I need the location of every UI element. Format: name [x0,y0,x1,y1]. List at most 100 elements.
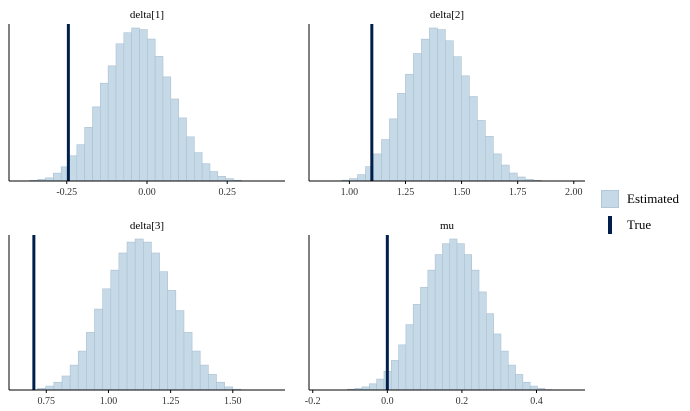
histogram-bar [369,383,377,391]
histogram-bar [515,374,524,391]
histogram-bar [178,117,187,182]
histogram-bar [45,385,55,391]
legend-label-estimated: Estimated [627,191,679,206]
histogram-bar [469,96,478,182]
histogram-bar [522,381,531,391]
histogram-bar [390,360,399,391]
histogram-bar [183,332,193,391]
histogram-bar [445,40,454,182]
x-tick-label: -0.2 [305,396,321,407]
histogram-bar [389,118,398,182]
histogram-bar [397,93,406,182]
panel-title: mu [440,220,455,232]
panel-title: delta[1] [130,9,164,21]
histogram-bar [471,269,480,391]
panel-title: delta[2] [430,9,464,21]
x-tick-label: 1.00 [100,396,118,407]
histogram-bar [429,27,438,182]
histogram-bar [147,38,156,182]
histogram-bar [516,176,526,182]
x-tick-label: 0.2 [456,396,469,407]
histogram-bar [76,144,85,182]
panel-0: delta[1] -0.25 0.00 0.25 [8,9,285,198]
panel-3: mu -0.2 0.0 0.2 0.4 [305,220,585,407]
histogram-bar [486,313,494,391]
histogram-bar [126,241,136,391]
legend-item-estimated: Estimated [601,186,679,212]
histogram-bar [77,350,87,391]
histogram-bar [500,350,509,391]
histogram-bar [493,333,502,391]
x-tick-label: 1.50 [453,187,471,198]
histogram-bar [427,269,436,391]
histogram-bar [159,271,168,391]
histogram-bar [453,56,462,182]
histogram-bar [373,153,382,182]
x-tick-label: 1.50 [224,396,242,407]
histogram-bar [199,364,209,391]
histogram-bar [508,172,518,182]
histogram-bar [142,241,152,391]
histogram-bar [139,29,148,182]
histogram-bar [53,381,63,391]
histogram-bar [201,163,211,182]
x-tick-label: 0.0 [381,396,394,407]
x-tick-label: 0.25 [218,187,236,198]
histogram-bar [102,288,112,391]
histogram-bar [194,152,203,182]
histogram-bar [175,310,185,391]
panel-1: delta[2] 1.00 1.25 1.50 1.75 2.00 [308,9,585,198]
histogram-bar [456,243,465,391]
x-tick-label: 0.75 [38,396,56,407]
histogram-bar [107,65,117,182]
histogram-bar [357,174,366,182]
histogram-bar [398,344,407,391]
histogram-bar [449,238,458,391]
histogram-bar [61,375,71,391]
histogram-bar [376,378,385,391]
histogram-bar [170,98,179,182]
histogram-bar [94,308,103,391]
histogram-bar [84,127,93,182]
histogram-bar [162,76,172,182]
histogram-bar [86,332,95,391]
histogram-bar [413,53,422,182]
histogram-bar [478,291,487,391]
histogram-bar [461,75,470,182]
histogram-bar [209,171,219,182]
histogram-bar [131,27,140,182]
true-swatch [601,216,619,234]
histogram-bar [191,350,201,391]
histogram-bar [92,106,101,182]
histogram-bar [501,164,510,182]
histogram-bar [69,364,79,391]
histogram-bar [529,385,538,391]
x-tick-label: -0.25 [56,187,77,198]
histogram-bar [412,304,421,391]
x-tick-label: 2.00 [565,187,583,198]
histogram-bar [154,56,164,182]
panel-title: delta[3] [130,220,164,232]
histogram-bar [442,243,451,391]
histogram-bar [134,238,144,391]
histogram-bar [100,82,109,182]
histogram-bar [167,290,177,391]
histogram-bar [405,324,414,391]
panel-2: delta[3] 0.75 1.00 1.25 1.50 [8,220,285,407]
histogram-bar [216,381,225,391]
histogram-bar [208,374,217,391]
histogram-bar [421,38,430,182]
histogram-bar [118,252,128,391]
histogram-bar [477,120,486,182]
histogram-bar [68,155,78,182]
histogram-bar [151,252,160,391]
x-tick-label: 1.75 [509,187,527,198]
histogram-bar [420,286,429,391]
legend-label-true: True [627,217,652,232]
histogram-bar [123,32,132,182]
histogram-bar [115,43,125,182]
x-tick-label: 1.25 [162,396,180,407]
histogram-bar [53,172,62,182]
histogram-bar [434,254,443,391]
